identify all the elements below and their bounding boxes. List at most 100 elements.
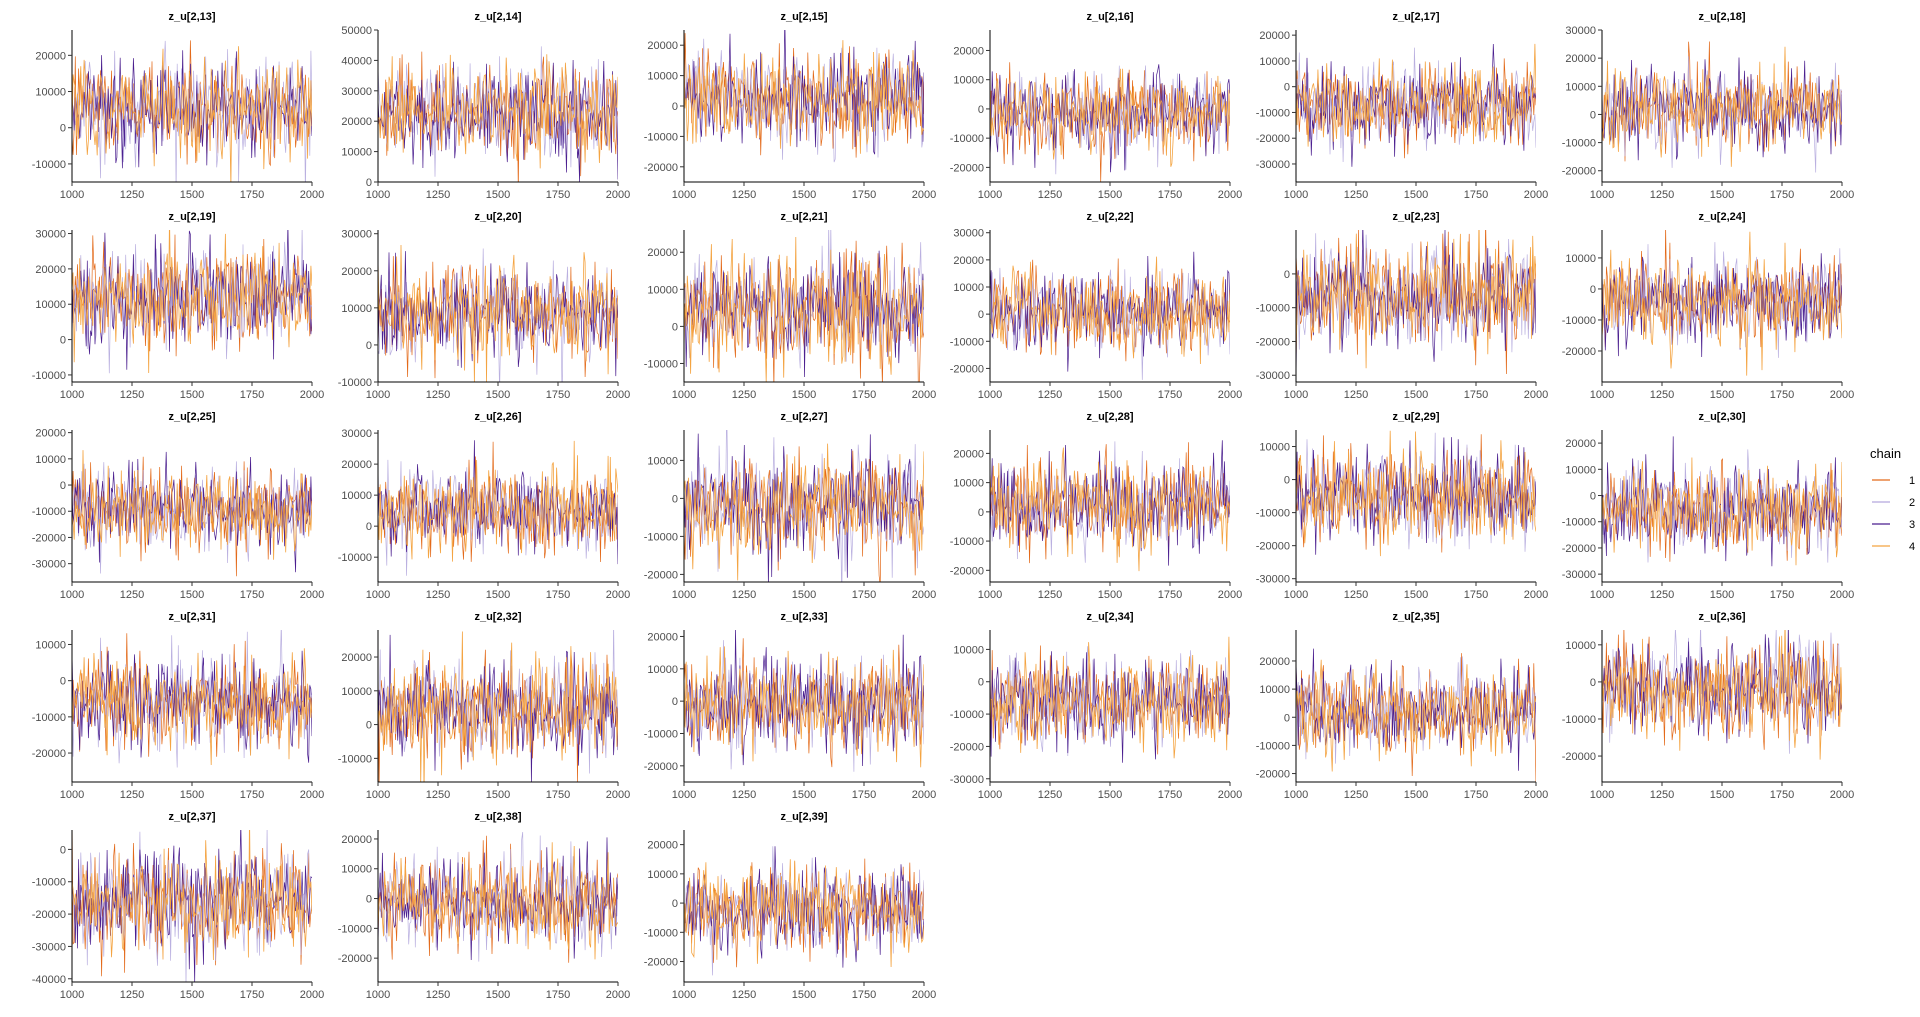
- x-tick-label: 1250: [1038, 789, 1062, 801]
- x-tick-label: 1750: [1158, 789, 1182, 801]
- y-tick-label: 0: [366, 720, 372, 732]
- legend-title: chain: [1870, 446, 1901, 461]
- x-tick-label: 1000: [978, 789, 1002, 801]
- x-tick-label: 1500: [1404, 389, 1428, 401]
- trace-chain-4: [1296, 43, 1536, 147]
- y-tick-label: 0: [978, 677, 984, 689]
- panel-z_u[2,18]: z_u[2,18] -20000 -10000 0 10000 20000 30000 100…: [1562, 11, 1855, 201]
- trace-lines: [1602, 436, 1842, 567]
- panel-z_u[2,23]: z_u[2,23] -30000 -20000 -10000 0 1000 1250 1500…: [1256, 211, 1549, 401]
- trace-chain-2: [1602, 56, 1842, 173]
- y-tick-label: 0: [60, 480, 66, 492]
- x-tick-label: 1000: [1590, 189, 1614, 201]
- trace-lines: [72, 230, 312, 374]
- y-tick-label: -30000: [1256, 370, 1290, 382]
- trace-chain-4: [1296, 430, 1536, 557]
- trace-chain-4: [378, 440, 618, 562]
- y-tick-label: -20000: [644, 162, 678, 174]
- x-tick-label: 1250: [732, 589, 756, 601]
- y-tick-label: -10000: [644, 531, 678, 543]
- y-tick-label: 10000: [1565, 640, 1596, 652]
- y-tick-label: 10000: [647, 71, 678, 83]
- panel-z_u[2,17]: z_u[2,17] -30000 -20000 -10000 0 10000 20000 10…: [1256, 11, 1549, 201]
- y-tick-label: 40000: [341, 55, 372, 67]
- x-tick-label: 1250: [732, 989, 756, 1001]
- x-tick-label: 2000: [300, 189, 324, 201]
- panel-title: z_u[2,21]: [780, 211, 827, 223]
- x-tick-label: 1500: [1098, 189, 1122, 201]
- y-tick-label: -30000: [32, 559, 66, 571]
- panel-title: z_u[2,31]: [168, 611, 215, 623]
- x-tick-label: 1250: [426, 989, 450, 1001]
- x-tick-label: 1000: [978, 389, 1002, 401]
- y-tick-label: -10000: [950, 336, 984, 348]
- x-tick-label: 1250: [1038, 389, 1062, 401]
- y-tick-label: -20000: [1562, 166, 1596, 178]
- y-tick-label: 20000: [35, 50, 66, 62]
- y-tick-label: 0: [978, 507, 984, 519]
- panel-z_u[2,36]: z_u[2,36] -20000 -10000 0 10000 1000 1250 1500 1…: [1562, 611, 1855, 801]
- y-tick-label: 10000: [341, 147, 372, 159]
- panel-title: z_u[2,25]: [168, 411, 215, 423]
- y-tick-label: -20000: [32, 748, 66, 760]
- panel-z_u[2,16]: z_u[2,16] -20000 -10000 0 10000 20000 1000 1250…: [950, 11, 1243, 201]
- x-tick-label: 1250: [1650, 789, 1674, 801]
- y-tick-label: -10000: [950, 709, 984, 721]
- y-tick-label: -10000: [644, 358, 678, 370]
- y-tick-label: -10000: [1256, 508, 1290, 520]
- y-tick-label: 0: [672, 321, 678, 333]
- x-tick-label: 1000: [60, 989, 84, 1001]
- x-tick-label: 1500: [1710, 589, 1734, 601]
- trace-chain-4: [378, 54, 618, 169]
- x-tick-label: 1500: [792, 189, 816, 201]
- panel-title: z_u[2,20]: [474, 211, 521, 223]
- x-tick-label: 1500: [1404, 789, 1428, 801]
- y-tick-label: -30000: [1256, 159, 1290, 171]
- y-tick-label: 0: [60, 335, 66, 347]
- trace-chain-4: [72, 830, 312, 961]
- y-tick-label: -20000: [1562, 751, 1596, 763]
- y-tick-label: -10000: [950, 536, 984, 548]
- y-tick-label: 10000: [341, 686, 372, 698]
- x-tick-label: 1750: [1158, 189, 1182, 201]
- x-tick-label: 1000: [366, 189, 390, 201]
- y-tick-label: 10000: [953, 282, 984, 294]
- trace-lines: [990, 636, 1230, 763]
- trace-chain-3: [72, 230, 312, 370]
- x-tick-label: 1500: [180, 589, 204, 601]
- legend-label-chain-2: 2: [1909, 497, 1915, 509]
- y-tick-label: 30000: [341, 86, 372, 98]
- x-tick-label: 1500: [1098, 589, 1122, 601]
- x-tick-label: 1250: [426, 589, 450, 601]
- panel-title: z_u[2,39]: [780, 811, 827, 823]
- y-tick-label: -20000: [1256, 769, 1290, 781]
- panel-title: z_u[2,24]: [1698, 211, 1745, 223]
- legend-label-chain-4: 4: [1909, 541, 1915, 553]
- trace-lines: [990, 251, 1230, 380]
- x-tick-label: 2000: [1218, 189, 1242, 201]
- legend-label-chain-3: 3: [1909, 519, 1915, 531]
- y-tick-label: 10000: [1259, 56, 1290, 68]
- y-tick-label: 30000: [953, 228, 984, 240]
- trace-lines: [1296, 230, 1536, 382]
- y-tick-label: -20000: [644, 761, 678, 773]
- x-tick-label: 1500: [792, 789, 816, 801]
- x-tick-label: 1250: [732, 389, 756, 401]
- y-tick-label: -20000: [32, 909, 66, 921]
- panel-title: z_u[2,23]: [1392, 211, 1439, 223]
- panel-z_u[2,22]: z_u[2,22] -20000 -10000 0 10000 20000 30000 100…: [950, 211, 1243, 401]
- y-tick-label: -20000: [32, 532, 66, 544]
- panel-title: z_u[2,14]: [474, 11, 521, 23]
- x-tick-label: 1750: [546, 989, 570, 1001]
- trace-lines: [72, 40, 312, 182]
- x-tick-label: 1000: [978, 189, 1002, 201]
- panel-title: z_u[2,36]: [1698, 611, 1745, 623]
- y-tick-label: -30000: [950, 774, 984, 786]
- trace-chain-4: [684, 443, 924, 581]
- y-tick-label: 20000: [341, 116, 372, 128]
- y-tick-label: -10000: [644, 728, 678, 740]
- x-tick-label: 1250: [426, 389, 450, 401]
- y-tick-label: -20000: [950, 363, 984, 375]
- y-tick-label: 0: [672, 696, 678, 708]
- panel-title: z_u[2,34]: [1086, 611, 1133, 623]
